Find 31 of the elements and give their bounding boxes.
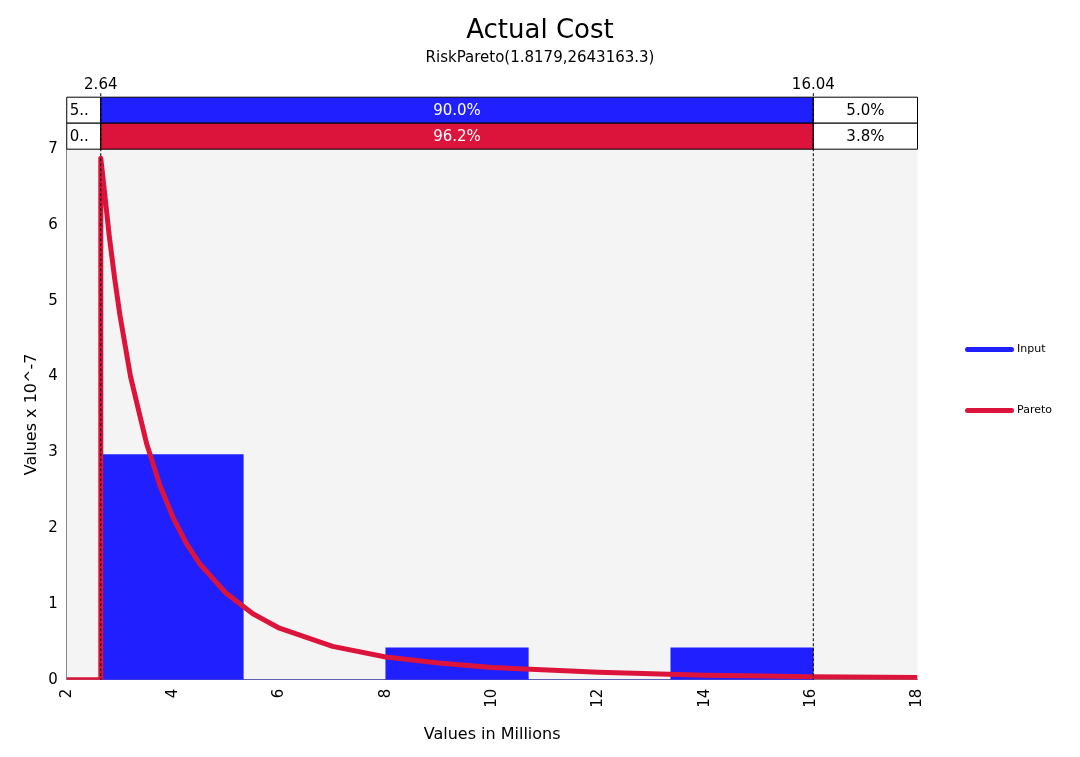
x-tick-label: 12	[588, 688, 607, 708]
chart-subtitle: RiskPareto(1.8179,2643163.3)	[425, 48, 655, 67]
x-tick-label: 4	[162, 688, 181, 699]
y-tick-label: 1	[48, 593, 58, 612]
x-tick-label: 8	[375, 688, 394, 699]
x-tick-label: 18	[907, 688, 926, 708]
text: 3.8%	[846, 127, 885, 146]
text: 5.0%	[846, 101, 885, 120]
y-axis-title: Values x 10^-7	[20, 353, 40, 476]
text: 5..	[69, 101, 89, 120]
chart-title: Actual Cost	[466, 14, 614, 45]
text: 96.2%	[433, 127, 481, 146]
y-tick-label: 4	[48, 366, 58, 385]
x-tick-label: 10	[482, 688, 501, 708]
x-tick-label: 16	[801, 688, 820, 708]
ref-line-label: 16.04	[791, 74, 835, 93]
legend-label: Input	[1017, 342, 1047, 356]
text: 0..	[69, 127, 89, 146]
legend-label: Pareto	[1017, 403, 1053, 417]
ref-line-label: 2.64	[84, 74, 118, 93]
x-tick-label: 6	[269, 688, 288, 699]
y-tick-label: 3	[48, 442, 58, 461]
y-tick-label: 0	[48, 669, 58, 688]
y-tick-label: 5	[48, 290, 58, 309]
y-tick-label: 6	[48, 214, 58, 233]
y-tick-label: 7	[48, 139, 58, 158]
y-tick-label: 2	[48, 518, 58, 537]
x-tick-label: 14	[694, 688, 713, 708]
text: 90.0%	[433, 101, 481, 120]
x-tick-label: 2	[56, 688, 75, 699]
x-axis-title: Values in Millions	[423, 723, 561, 743]
